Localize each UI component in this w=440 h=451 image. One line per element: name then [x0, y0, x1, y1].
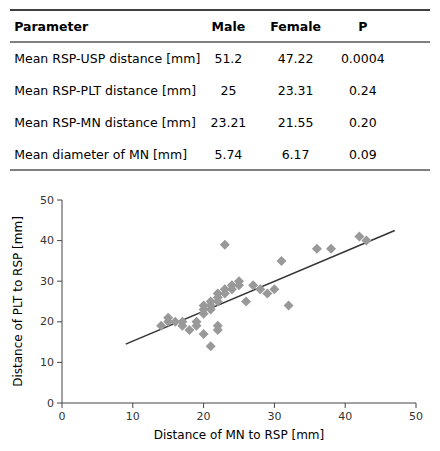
point — [312, 244, 322, 254]
table-cell: 25 — [220, 83, 236, 98]
table-rule — [10, 42, 430, 43]
table-cell: 0.09 — [349, 147, 377, 162]
y-tick-label: 20 — [40, 315, 54, 328]
table-header: Male — [212, 19, 246, 34]
x-tick — [203, 403, 204, 408]
table-cell: 47.22 — [278, 51, 314, 66]
table-rule — [10, 9, 430, 11]
table-cell: 23.21 — [211, 115, 247, 130]
y-tick — [57, 240, 62, 241]
x-tick-label: 20 — [197, 410, 211, 423]
y-tick-label: 50 — [40, 194, 54, 207]
x-tick-label: 40 — [338, 410, 352, 423]
point — [213, 297, 223, 307]
table-cell: 6.17 — [282, 147, 310, 162]
axes: 0 10 20 30 40 50 0 10 20 30 40 50 — [40, 194, 423, 424]
y-tick — [57, 403, 62, 404]
y-tick — [57, 362, 62, 363]
table-cell: Mean RSP-USP distance [mm] — [14, 51, 200, 66]
point — [234, 280, 244, 290]
x-tick — [345, 403, 346, 408]
point — [199, 329, 209, 339]
point — [192, 321, 202, 331]
point — [213, 325, 223, 335]
y-tick — [57, 321, 62, 322]
x-tick — [62, 403, 63, 408]
x-tick-label: 30 — [267, 410, 281, 423]
x-tick-label: 0 — [59, 410, 66, 423]
lines — [126, 230, 395, 344]
y-tick-label: 30 — [40, 275, 54, 288]
y-tick — [57, 281, 62, 282]
plot-area — [126, 230, 395, 351]
table: Parameter Male Female P Mean RSP-USP distanc… — [10, 10, 430, 170]
table-cell: 51.2 — [214, 51, 242, 66]
x-axis — [62, 403, 416, 404]
point — [241, 297, 251, 307]
point — [220, 240, 230, 250]
x-tick — [132, 403, 133, 408]
table-header: Female — [270, 19, 321, 34]
table-cell: 0.0004 — [341, 51, 385, 66]
point — [206, 341, 216, 351]
x-tick-label: 10 — [126, 410, 140, 423]
table-cell: Mean RSP-MN distance [mm] — [14, 115, 196, 130]
table-cell: 0.24 — [349, 83, 377, 98]
x-tick-label: 50 — [409, 410, 423, 423]
point — [269, 284, 279, 294]
y-axis — [62, 200, 63, 403]
table-header: P — [358, 19, 367, 34]
point — [326, 244, 336, 254]
point — [284, 301, 294, 311]
y-tick-label: 40 — [40, 234, 54, 247]
table-cell: 21.55 — [278, 115, 314, 130]
table-cell: Mean diameter of MN [mm] — [14, 147, 187, 162]
y-tick — [57, 200, 62, 201]
table-cell: 0.20 — [349, 115, 377, 130]
table-cell: 23.31 — [278, 83, 314, 98]
table-cell: Mean RSP-PLT distance [mm] — [14, 83, 196, 98]
point — [206, 305, 216, 315]
x-axis-label: Distance of MN to RSP [mm] — [154, 428, 324, 442]
x-tick — [416, 403, 417, 408]
point — [177, 317, 187, 327]
regression-line — [126, 230, 395, 344]
y-axis-label: Distance of PLT to RSP [mm] — [11, 216, 25, 387]
chart: Parameter Male Female P Mean RSP-USP distanc… — [0, 0, 440, 451]
table-header: Parameter — [14, 19, 89, 34]
x-tick — [274, 403, 275, 408]
table-rule — [10, 170, 430, 171]
point — [276, 256, 286, 266]
points — [156, 232, 371, 352]
table-cell: 5.74 — [214, 147, 242, 162]
point — [361, 236, 371, 246]
y-tick-label: 0 — [47, 397, 54, 410]
y-tick-label: 10 — [40, 356, 54, 369]
